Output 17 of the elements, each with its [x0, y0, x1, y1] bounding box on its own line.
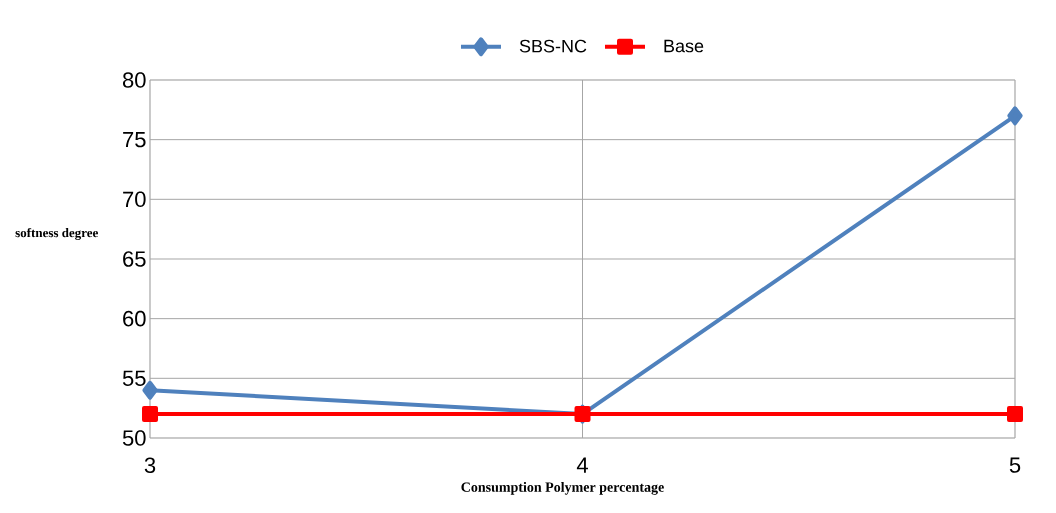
x-tick-label: 3: [144, 457, 156, 474]
y-tick-label: 80: [122, 72, 146, 88]
legend-label: SBS-NC: [519, 39, 587, 53]
point: [1007, 106, 1023, 126]
legend-label: Base: [664, 39, 704, 53]
point: [142, 406, 159, 423]
y-tick-label: 60: [123, 310, 146, 327]
y-tick-label: 70: [123, 191, 146, 208]
y-tick-label: 75: [123, 131, 146, 148]
x-axis-title: Consumption Polymer percentage: [461, 481, 664, 495]
x-tick-label: 5: [1009, 457, 1021, 473]
y-axis-title: softness degree: [15, 227, 98, 240]
point: [1007, 406, 1023, 423]
y-tick-label: 55: [122, 370, 146, 386]
x-tick-label: 4: [576, 457, 588, 473]
y-tick-label: 65: [123, 251, 146, 267]
y-tick-label: 50: [122, 430, 146, 446]
